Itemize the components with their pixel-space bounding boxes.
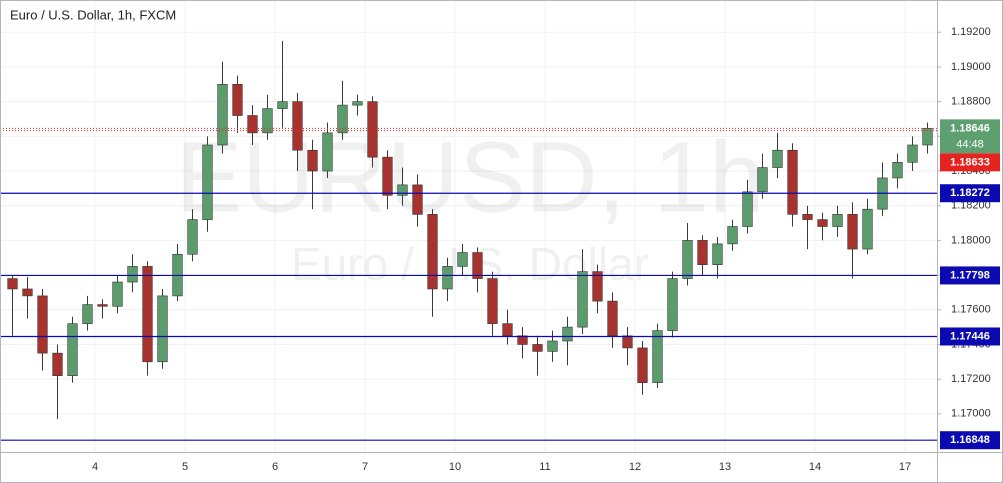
candle-body — [232, 83, 243, 116]
level-label-box — [940, 327, 1000, 346]
candle-body — [157, 295, 168, 363]
y-tick-label: 1.18800 — [951, 96, 991, 108]
candle-body — [607, 300, 618, 337]
candle-body — [847, 214, 858, 250]
candle-body — [277, 101, 288, 109]
candle-body — [892, 162, 903, 179]
candle-body — [97, 304, 108, 307]
x-tick-label: 6 — [272, 461, 278, 473]
candle-body — [592, 271, 603, 302]
countdown: 44:48 — [956, 138, 984, 150]
x-tick-label: 4 — [92, 461, 98, 473]
x-tick-label: 12 — [629, 461, 641, 473]
candle-body — [337, 104, 348, 134]
candle-body — [322, 132, 333, 172]
watermark-subtitle: Euro / U.S. Dollar — [291, 238, 649, 290]
axes: 1.192001.190001.188001.186001.184001.182… — [92, 26, 1000, 473]
candle-body — [112, 281, 123, 307]
candle-body — [757, 167, 768, 193]
y-tick-label: 1.17200 — [951, 373, 991, 385]
candle-body — [67, 323, 78, 376]
candle-body — [382, 156, 393, 196]
candle-body — [787, 149, 798, 215]
level-label: 1.18272 — [950, 187, 990, 199]
candle-body — [127, 266, 138, 283]
candle-body — [367, 101, 378, 158]
candle-body — [52, 352, 63, 376]
level-label-box — [940, 184, 1000, 203]
candle-body — [352, 101, 363, 106]
y-tick-label: 1.19200 — [951, 26, 991, 38]
candle-body — [712, 243, 723, 265]
candle-body — [502, 323, 513, 337]
watermark: EURUSD, 1h — [175, 121, 764, 233]
candle-body — [802, 214, 813, 220]
bid-price-box — [940, 153, 1000, 172]
candle-body — [772, 149, 783, 168]
candle-body — [517, 335, 528, 345]
candle-body — [742, 191, 753, 227]
x-tick-label: 5 — [182, 461, 188, 473]
candle-body — [817, 219, 828, 227]
bid-price-label: 1.18633 — [950, 156, 990, 168]
level-label: 1.16848 — [950, 434, 990, 446]
candle-body — [472, 252, 483, 279]
candle-body — [427, 214, 438, 290]
candle-body — [7, 278, 18, 290]
x-tick-label: 7 — [362, 461, 368, 473]
x-tick-label: 10 — [449, 461, 461, 473]
x-tick-label: 11 — [539, 461, 550, 473]
candle-body — [637, 347, 648, 383]
level-label: 1.17446 — [950, 330, 990, 342]
candle-body — [202, 144, 213, 220]
candle-body — [532, 344, 543, 352]
candle-body — [487, 278, 498, 324]
x-tick-label: 17 — [899, 461, 911, 473]
candle-body — [292, 101, 303, 151]
candle-body — [457, 252, 468, 267]
candle-body — [682, 240, 693, 279]
last-price-box — [940, 119, 1000, 154]
candle-body — [262, 108, 273, 134]
candle-body — [562, 326, 573, 342]
candle-body — [652, 330, 663, 383]
candle-body — [622, 335, 633, 349]
candle-body — [697, 240, 708, 265]
candle-body — [907, 144, 918, 163]
candle-body — [577, 271, 588, 328]
candle-body — [862, 208, 873, 250]
candle-body — [307, 149, 318, 172]
x-tick-label: 14 — [809, 461, 821, 473]
y-tick-label: 1.19000 — [951, 61, 991, 73]
candle-body — [82, 304, 93, 324]
candle-body — [397, 184, 408, 196]
y-tick-label: 1.17600 — [951, 304, 991, 316]
candle-body — [727, 226, 738, 245]
chart-title: Euro / U.S. Dollar, 1h, FXCM — [10, 7, 176, 22]
candle-body — [667, 278, 678, 331]
candle-body — [217, 83, 228, 146]
candle-body — [442, 266, 453, 290]
candle-body — [142, 266, 153, 363]
candle-body — [832, 214, 843, 227]
level-label: 1.17798 — [950, 269, 990, 281]
candle-body — [247, 115, 258, 134]
level-label-box — [940, 266, 1000, 285]
y-tick-label: 1.18000 — [951, 234, 991, 246]
plot — [0, 40, 937, 441]
y-tick-label: 1.17000 — [951, 408, 991, 420]
x-tick-label: 13 — [719, 461, 731, 473]
level-label-box — [940, 431, 1000, 450]
candle-body — [412, 184, 423, 215]
y-tick-label: 1.18200 — [951, 200, 991, 212]
candle-body — [547, 340, 558, 352]
candle-body — [37, 295, 48, 354]
candle-body — [187, 219, 198, 255]
candle-body — [22, 288, 33, 297]
last-price-label: 1.18646 — [950, 122, 990, 134]
